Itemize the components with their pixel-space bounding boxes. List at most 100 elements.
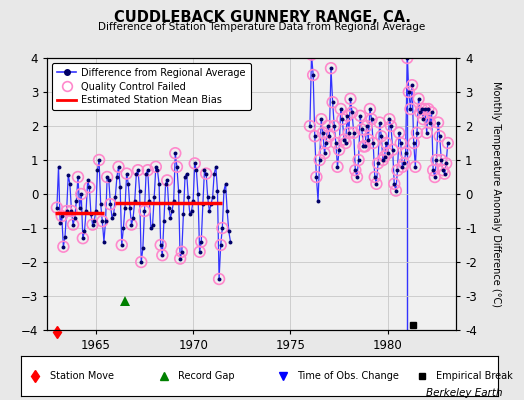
Point (363, 123, 371, 129)
Point (320, 150, 329, 156)
Point (414, 96, 423, 102)
Point (72, 198, 81, 204)
Point (103, 174, 112, 180)
Point (350, 130, 358, 136)
Point (82, 208, 90, 214)
Point (342, 140, 350, 146)
Point (163, 177, 171, 184)
Point (74, 174, 82, 180)
Point (174, 187, 183, 194)
Point (343, 112, 352, 119)
Point (336, 106, 345, 112)
Point (207, 201, 215, 207)
Point (323, 123, 332, 129)
Point (384, 150, 392, 156)
Point (127, 221, 136, 228)
Point (361, 143, 369, 150)
Point (385, 116, 394, 122)
Point (428, 109, 436, 116)
Point (406, 106, 414, 112)
Point (89, 221, 97, 228)
Point (348, 109, 356, 116)
Point (113, 174, 121, 180)
Point (151, 164, 160, 170)
Point (140, 208, 149, 214)
Point (77, 191, 85, 197)
Point (366, 106, 374, 112)
Point (221, 180, 230, 187)
Point (353, 174, 361, 180)
Point (309, 72, 318, 78)
Point (346, 96, 355, 102)
Point (98, 218, 106, 224)
Point (439, 167, 447, 173)
Point (216, 242, 225, 248)
Point (432, 157, 441, 163)
Text: Record Gap: Record Gap (178, 371, 235, 381)
Point (226, 238, 235, 245)
Point (71, 214, 79, 221)
Point (437, 157, 445, 163)
Point (194, 191, 202, 197)
Point (127, 221, 136, 228)
Point (108, 214, 116, 221)
Point (161, 180, 170, 187)
Point (132, 170, 140, 177)
Point (317, 116, 325, 122)
Point (62, 208, 71, 214)
Point (439, 167, 447, 173)
Point (100, 238, 108, 245)
Point (403, 55, 411, 61)
Point (356, 112, 364, 119)
Point (85, 184, 93, 190)
Point (335, 146, 343, 153)
Point (424, 106, 432, 112)
Point (408, 82, 416, 88)
Point (387, 123, 395, 129)
Point (195, 248, 204, 255)
Point (117, 242, 126, 248)
Text: Berkeley Earth: Berkeley Earth (427, 388, 503, 398)
Point (74, 174, 82, 180)
Point (431, 174, 439, 180)
Point (173, 164, 181, 170)
Point (218, 225, 226, 231)
Point (139, 245, 147, 252)
Point (178, 248, 186, 255)
Point (394, 167, 402, 173)
Point (351, 167, 359, 173)
Point (315, 157, 324, 163)
Point (354, 157, 363, 163)
Point (333, 164, 342, 170)
Point (142, 170, 150, 177)
Point (322, 140, 330, 146)
Point (363, 123, 371, 129)
Point (151, 164, 160, 170)
Text: CUDDLEBACK GUNNERY RANGE, CA.: CUDDLEBACK GUNNERY RANGE, CA. (114, 10, 410, 25)
Point (59, 244, 68, 250)
Point (342, 140, 350, 146)
Point (351, 167, 359, 173)
Point (168, 208, 176, 214)
Point (422, 130, 431, 136)
Point (400, 160, 408, 166)
Point (69, 221, 78, 228)
Point (359, 143, 368, 150)
Point (364, 136, 373, 143)
Point (332, 140, 340, 146)
Point (309, 72, 318, 78)
Point (137, 259, 146, 265)
Point (444, 140, 452, 146)
Point (338, 116, 346, 122)
Point (442, 160, 450, 166)
Point (53, 204, 61, 211)
Point (181, 174, 189, 180)
Text: Difference of Station Temperature Data from Regional Average: Difference of Station Temperature Data f… (99, 22, 425, 32)
Point (83, 177, 92, 184)
Point (414, 96, 423, 102)
Point (220, 187, 228, 194)
Point (429, 167, 438, 173)
Point (114, 164, 123, 170)
Point (111, 194, 119, 200)
Point (59, 244, 68, 250)
